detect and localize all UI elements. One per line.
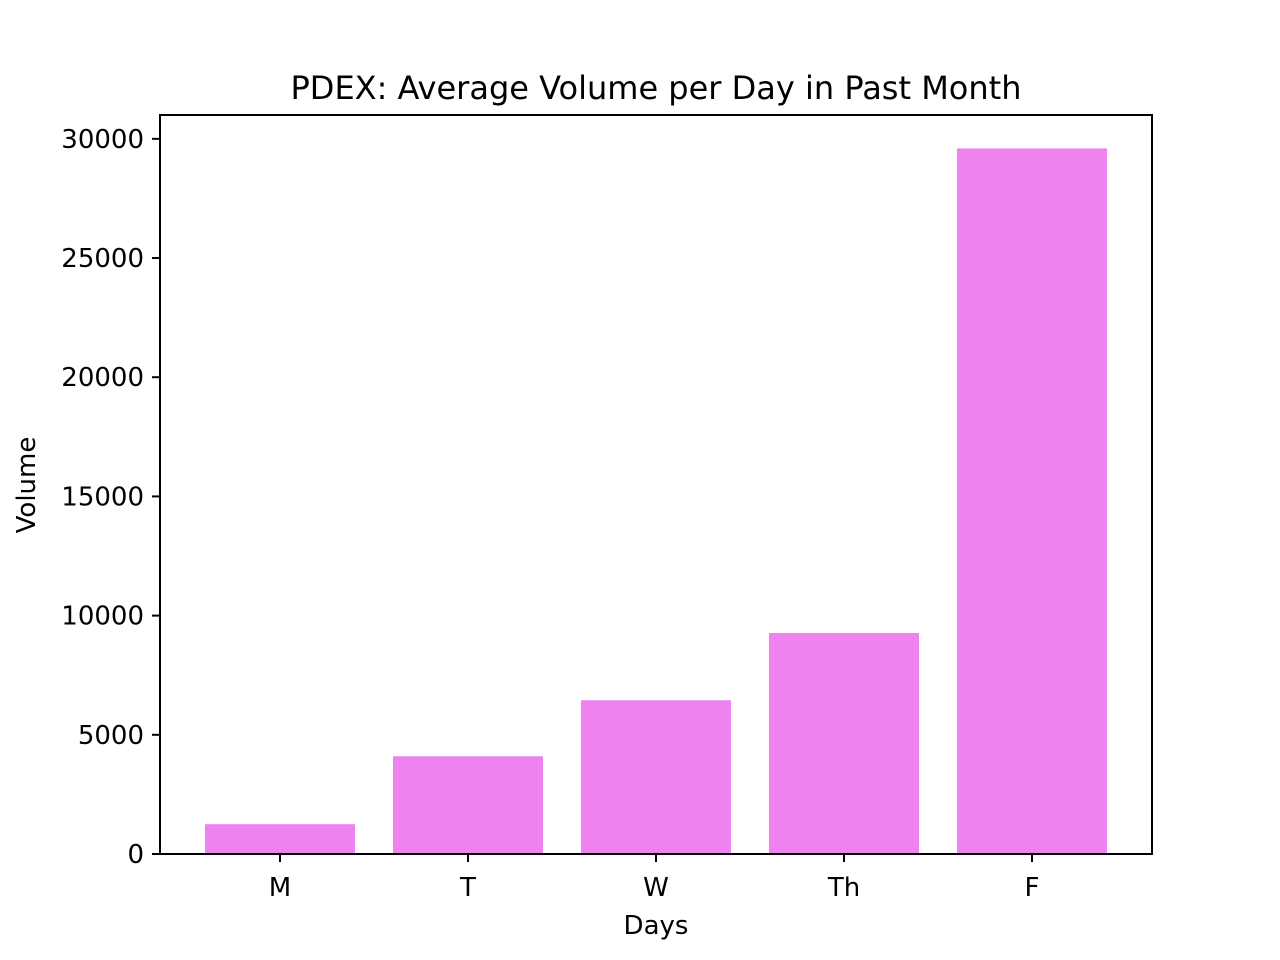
y-tick-label: 30000 <box>61 125 144 155</box>
x-tick-label: Th <box>827 873 860 903</box>
x-tick-label: W <box>643 873 669 903</box>
x-axis-label: Days <box>624 911 689 941</box>
bars-group <box>205 148 1107 854</box>
x-tick-label: T <box>459 873 476 903</box>
bar-w <box>581 700 731 854</box>
y-tick-label: 10000 <box>61 602 144 632</box>
y-axis-ticks: 0 5000 10000 15000 20000 25000 30000 <box>61 125 160 870</box>
y-axis-label: Volume <box>12 437 42 534</box>
y-tick-label: 15000 <box>61 482 144 512</box>
bar-f <box>957 148 1107 854</box>
y-tick-label: 25000 <box>61 244 144 274</box>
y-tick-label: 0 <box>127 840 144 870</box>
chart-title: PDEX: Average Volume per Day in Past Mon… <box>291 69 1022 107</box>
x-tick-label: M <box>269 873 291 903</box>
bar-t <box>393 756 543 854</box>
y-tick-label: 20000 <box>61 363 144 393</box>
x-tick-label: F <box>1025 873 1040 903</box>
bar-th <box>769 633 919 854</box>
bar-m <box>205 824 355 854</box>
x-axis-ticks: M T W Th F <box>269 854 1040 903</box>
y-tick-label: 5000 <box>78 721 144 751</box>
